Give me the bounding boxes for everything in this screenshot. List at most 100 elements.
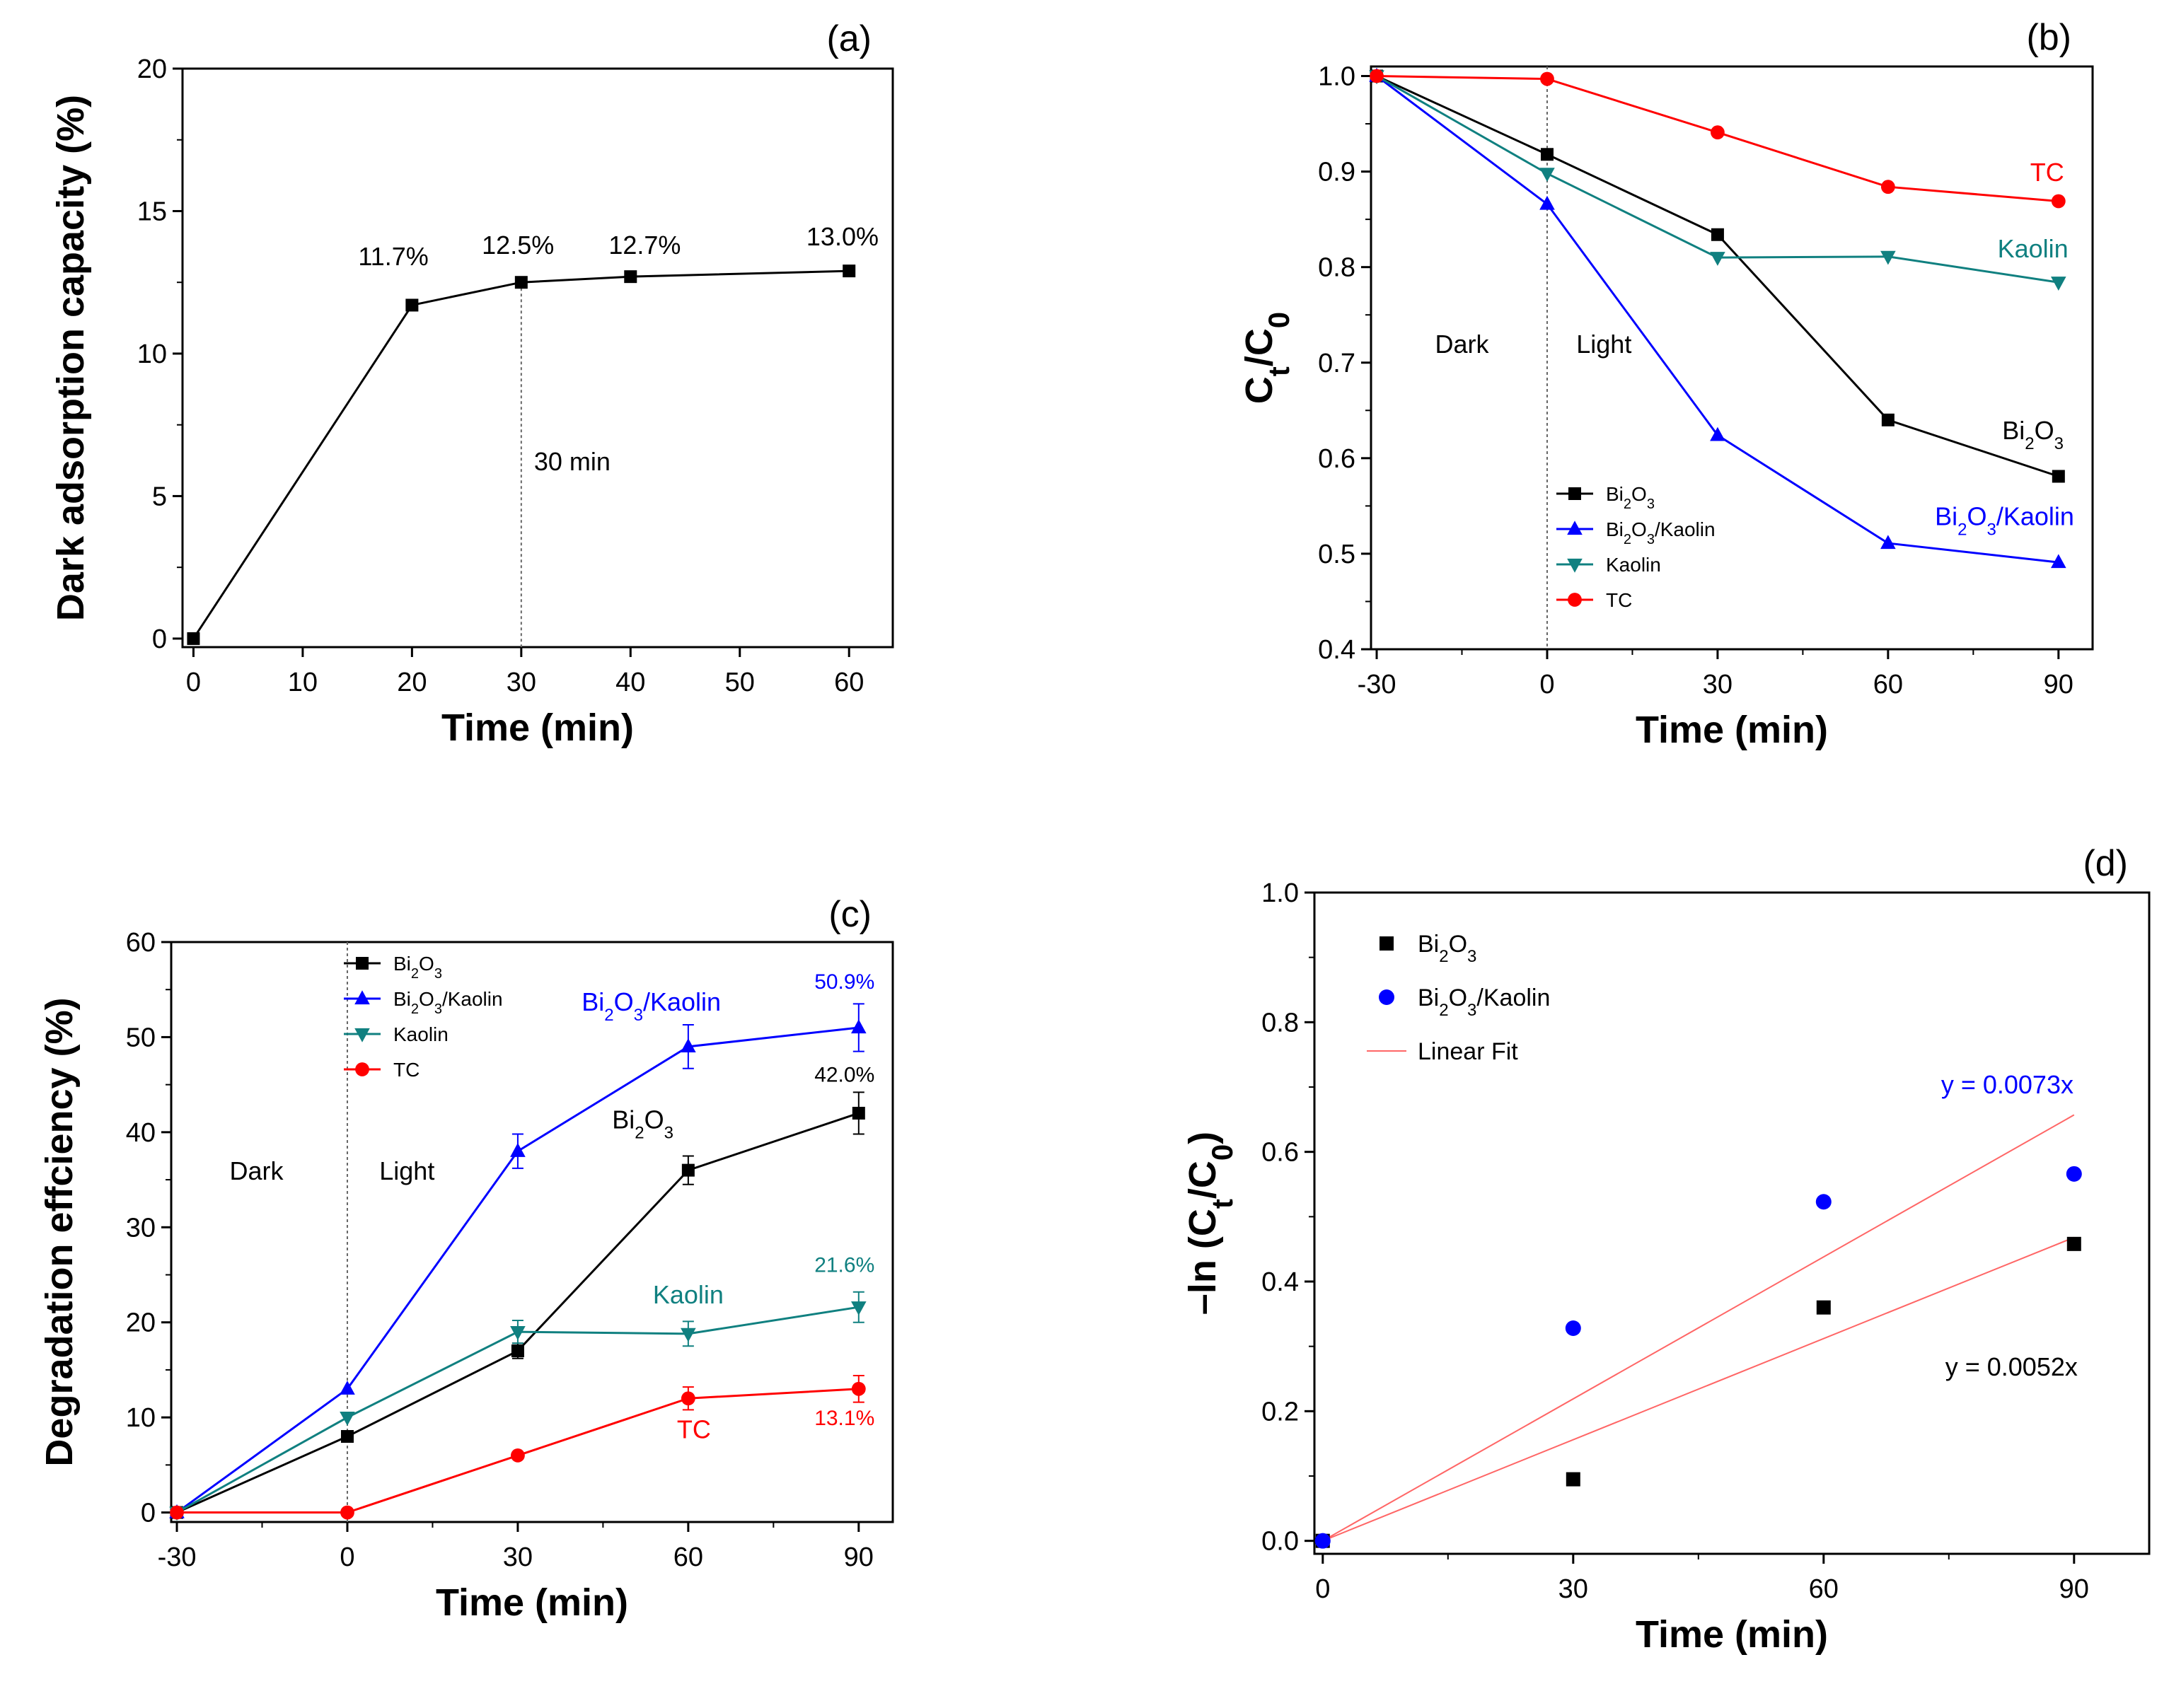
series-bi2o3-kaolin bbox=[169, 1003, 867, 1518]
legend-marker bbox=[1568, 593, 1582, 607]
label-subscript: 3 bbox=[434, 1001, 442, 1017]
data-point bbox=[2052, 470, 2065, 483]
data-point bbox=[340, 1430, 354, 1443]
series-annotation: y = 0.0052x bbox=[1945, 1352, 2078, 1381]
y-tick-label: 0.5 bbox=[1318, 540, 1355, 569]
label-part: O bbox=[614, 987, 634, 1016]
data-point bbox=[1880, 250, 1896, 265]
label-part: /Kaolin bbox=[1655, 518, 1716, 540]
x-tick-label: -30 bbox=[158, 1543, 197, 1572]
y-tick-label: 0.8 bbox=[1261, 1008, 1299, 1038]
data-point bbox=[511, 1448, 525, 1463]
label-subscript: 2 bbox=[2025, 434, 2034, 453]
x-tick-label: 0 bbox=[1315, 1574, 1330, 1604]
y-axis-title: Ct/C0 bbox=[1238, 312, 1295, 404]
value-label: 21.6% bbox=[814, 1253, 874, 1277]
data-point bbox=[510, 1143, 526, 1157]
series-tc bbox=[170, 1374, 866, 1520]
y-axis-subscript: 0 bbox=[1262, 312, 1295, 328]
data-point bbox=[2051, 194, 2066, 209]
x-tick-label: 60 bbox=[834, 668, 864, 697]
x-tick-label: 0 bbox=[340, 1543, 354, 1572]
label-part: Kaolin bbox=[393, 1023, 449, 1045]
series-bi2o3-kaolin bbox=[1369, 67, 2066, 569]
y-tick-label: 0 bbox=[141, 1499, 156, 1528]
x-tick-label: 10 bbox=[288, 668, 318, 697]
series-annotation: Bi2O3 bbox=[2002, 416, 2064, 453]
series-annotation: 12.5% bbox=[482, 231, 554, 260]
y-tick-label: 0.9 bbox=[1318, 158, 1355, 187]
label-subscript: 2 bbox=[1957, 520, 1967, 539]
data-point bbox=[851, 1019, 867, 1034]
y-tick-label: 30 bbox=[126, 1213, 156, 1243]
data-point bbox=[1314, 1533, 1331, 1549]
label-part: Bi bbox=[393, 988, 411, 1010]
label-part: /Kaolin bbox=[442, 988, 503, 1010]
panel-label: (c) bbox=[828, 894, 872, 935]
label-subscript: 2 bbox=[1624, 532, 1631, 547]
label-part: Bi bbox=[1606, 518, 1624, 540]
y-tick-label: 0.8 bbox=[1318, 253, 1355, 283]
y-axis-title: Dark adsorption capacity (%) bbox=[50, 95, 92, 621]
series-annotation: Kaolin bbox=[1998, 234, 2069, 263]
label-part: Bi bbox=[1606, 483, 1624, 505]
series-kaolin bbox=[169, 1291, 867, 1521]
data-point bbox=[1711, 125, 1725, 140]
series-kaolin bbox=[1369, 70, 2066, 291]
series-annotation: TC bbox=[2030, 158, 2064, 187]
data-point bbox=[340, 1381, 355, 1395]
label-subscript: 3 bbox=[634, 1005, 643, 1024]
label-part: O bbox=[1631, 518, 1647, 540]
label-subscript: 2 bbox=[1439, 947, 1448, 966]
data-point bbox=[2051, 554, 2066, 569]
data-point bbox=[681, 1038, 696, 1052]
legend-label: TC bbox=[1606, 589, 1632, 611]
annotation-text: 12.7% bbox=[608, 231, 681, 260]
label-part: O bbox=[1449, 931, 1467, 958]
x-tick-label: 90 bbox=[844, 1543, 874, 1572]
data-point bbox=[1539, 168, 1555, 182]
data-point bbox=[510, 1326, 526, 1340]
label-subscript: 2 bbox=[1439, 1001, 1448, 1020]
series-line bbox=[1376, 75, 2059, 564]
data-point bbox=[340, 1412, 355, 1426]
legend-marker bbox=[1380, 936, 1394, 951]
x-tick-label: 30 bbox=[1703, 670, 1733, 699]
plot-frame bbox=[170, 941, 894, 1523]
data-point bbox=[340, 1505, 354, 1520]
y-tick-label: 10 bbox=[137, 339, 167, 369]
data-point bbox=[1711, 228, 1724, 241]
annotation-text: 13.0% bbox=[806, 222, 879, 251]
legend-label: Linear Fit bbox=[1418, 1038, 1518, 1065]
data-point bbox=[1881, 413, 1895, 426]
y-tick-label: 10 bbox=[126, 1403, 156, 1433]
label-subscript: 2 bbox=[635, 1123, 644, 1142]
series-annotation: y = 0.0073x bbox=[1941, 1070, 2073, 1099]
data-point bbox=[1566, 1472, 1580, 1487]
data-point bbox=[851, 1381, 866, 1396]
series-bi2o3 bbox=[1315, 1236, 2081, 1548]
data-point bbox=[1816, 1300, 1831, 1315]
legend-marker bbox=[1379, 989, 1394, 1005]
label-part: /Kaolin bbox=[1476, 984, 1550, 1011]
y-axis-title-text: –ln (C bbox=[1181, 1209, 1224, 1315]
series-annotation: Bi2O3 bbox=[612, 1105, 673, 1142]
series-dark-adsorption bbox=[187, 265, 856, 645]
data-point bbox=[681, 1163, 695, 1177]
plot-frame bbox=[181, 67, 894, 649]
data-point bbox=[2051, 277, 2066, 291]
x-tick-label: 20 bbox=[397, 668, 427, 697]
y-tick-label: 20 bbox=[126, 1308, 156, 1338]
y-tick-label: 40 bbox=[126, 1118, 156, 1148]
y-axis-title-text: Degradation effciency (%) bbox=[38, 997, 81, 1466]
series-annotation: Bi2O3/Kaolin bbox=[582, 987, 721, 1025]
label-subscript: 3 bbox=[1647, 532, 1655, 547]
label-part: O bbox=[2035, 416, 2054, 445]
value-label: 13.1% bbox=[814, 1407, 874, 1430]
legend-label: TC bbox=[393, 1059, 420, 1081]
plot-frame bbox=[1313, 891, 2151, 1555]
x-tick-label: 60 bbox=[1873, 670, 1903, 699]
label-part: Kaolin bbox=[1998, 234, 2069, 263]
label-part: Linear Fit bbox=[1418, 1038, 1518, 1065]
